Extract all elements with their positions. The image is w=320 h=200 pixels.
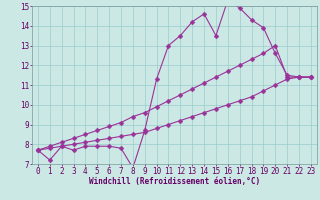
X-axis label: Windchill (Refroidissement éolien,°C): Windchill (Refroidissement éolien,°C) [89,177,260,186]
